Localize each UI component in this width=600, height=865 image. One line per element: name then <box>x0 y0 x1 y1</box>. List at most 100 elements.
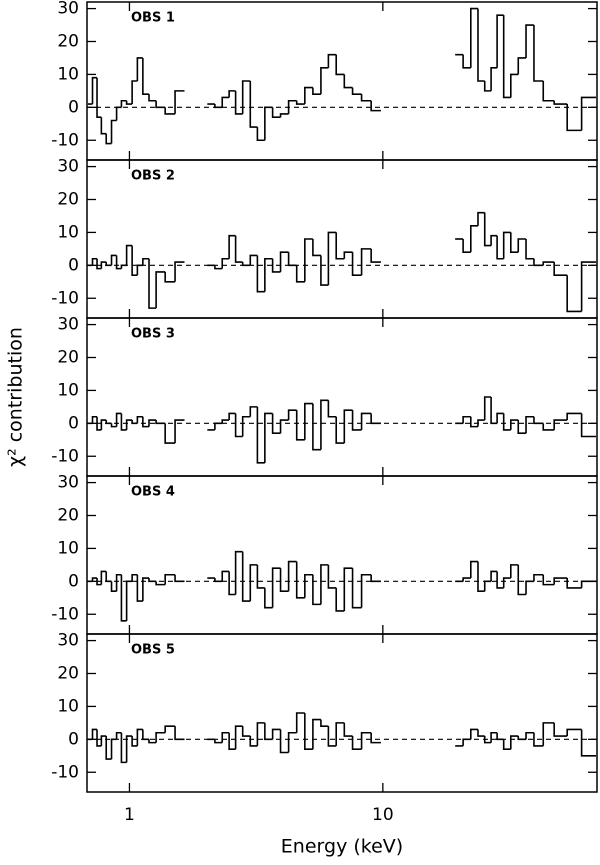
residual-step <box>142 416 150 428</box>
residual-step <box>351 736 362 751</box>
residual-step <box>131 80 138 105</box>
residual-step <box>533 573 544 582</box>
y-tick-label: 20 <box>57 32 79 52</box>
residual-step <box>477 561 485 593</box>
residual-step <box>477 419 485 427</box>
y-tick-label: 0 <box>68 413 79 433</box>
residual-step <box>553 577 568 585</box>
residual-step <box>271 107 281 119</box>
residual-step <box>295 265 305 283</box>
panel-frame <box>86 317 598 477</box>
residual-step <box>131 573 138 582</box>
residual-step <box>110 119 117 144</box>
residual-step <box>483 396 492 421</box>
residual-step <box>483 736 492 744</box>
residual-step <box>256 722 265 746</box>
residual-step <box>164 107 176 115</box>
residual-step <box>360 248 372 276</box>
x-tick-label: 10 <box>372 805 394 825</box>
y-tick-label: 30 <box>57 473 79 493</box>
residual-step <box>580 96 597 131</box>
residual-step <box>490 67 498 91</box>
residual-step <box>96 729 102 747</box>
residual-step <box>580 261 597 312</box>
residual-step <box>304 573 313 598</box>
residual-step <box>110 581 117 593</box>
panel-label: OBS 1 <box>131 11 175 26</box>
residual-step <box>142 729 150 741</box>
residual-step <box>91 577 98 582</box>
residual-step <box>221 570 230 582</box>
residual-step <box>105 420 112 425</box>
residual-step <box>477 8 485 82</box>
residual-step <box>234 235 243 263</box>
residual-step <box>295 712 305 733</box>
residual-step <box>264 257 273 292</box>
residual-step <box>496 14 504 68</box>
residual-step <box>566 104 582 132</box>
residual-step <box>542 423 555 431</box>
residual-step <box>221 731 230 743</box>
residual-step <box>580 413 597 438</box>
y-tick-label: 30 <box>57 157 79 177</box>
y-tick-label: 10 <box>57 222 79 242</box>
residual-step <box>510 735 519 750</box>
residual-step <box>174 90 185 114</box>
residual-step <box>136 415 143 424</box>
y-tick-label: 0 <box>68 571 79 591</box>
residual-step <box>320 719 329 727</box>
residual-step <box>279 113 289 118</box>
series <box>87 396 597 464</box>
residual-step <box>287 560 297 592</box>
residual-step <box>370 248 381 263</box>
residual-step <box>164 271 176 283</box>
residual-step <box>228 234 236 259</box>
residual-step <box>304 713 313 751</box>
residual-step <box>335 416 345 444</box>
residual-step <box>271 728 281 740</box>
y-tick-label: 0 <box>68 97 79 117</box>
series <box>87 550 597 622</box>
residual-step <box>120 413 127 431</box>
residual-step <box>155 100 166 109</box>
residual-step <box>566 578 582 589</box>
panel-label: OBS 2 <box>131 169 175 184</box>
residual-step <box>174 419 185 444</box>
residual-step <box>125 419 133 430</box>
residual-step <box>335 722 345 746</box>
residual-step <box>525 415 534 434</box>
y-tick-label: 20 <box>57 190 79 210</box>
x-axis-label: Energy (keV) <box>281 836 403 858</box>
residual-step <box>343 567 353 611</box>
residual-step <box>312 87 321 95</box>
residual-step <box>510 232 519 253</box>
residual-step <box>100 419 107 430</box>
residual-step <box>228 90 236 98</box>
residual-step <box>327 400 337 418</box>
residual-step <box>256 127 265 142</box>
residual-step <box>502 577 511 588</box>
y-tick-label: 30 <box>57 0 79 19</box>
residual-step <box>335 587 345 612</box>
residual-step <box>241 80 251 114</box>
residual-step <box>295 410 305 441</box>
residual-step <box>241 262 251 267</box>
y-axis-label: χ² contribution <box>5 327 27 467</box>
residual-step <box>100 735 107 746</box>
residual-step <box>502 231 511 259</box>
residual-step <box>228 571 236 596</box>
residual-step <box>490 570 498 582</box>
residual-step <box>256 564 265 589</box>
residual-step <box>343 409 353 444</box>
residual-step <box>312 718 321 750</box>
residual-step <box>525 580 534 595</box>
residual-step <box>343 722 353 737</box>
y-tick-label: 30 <box>57 315 79 335</box>
residual-step <box>304 402 313 440</box>
residual-step <box>477 211 485 226</box>
residual-step <box>580 729 597 757</box>
residual-step <box>312 403 321 451</box>
panel-label: OBS 3 <box>131 327 175 342</box>
residual-step <box>148 94 157 102</box>
